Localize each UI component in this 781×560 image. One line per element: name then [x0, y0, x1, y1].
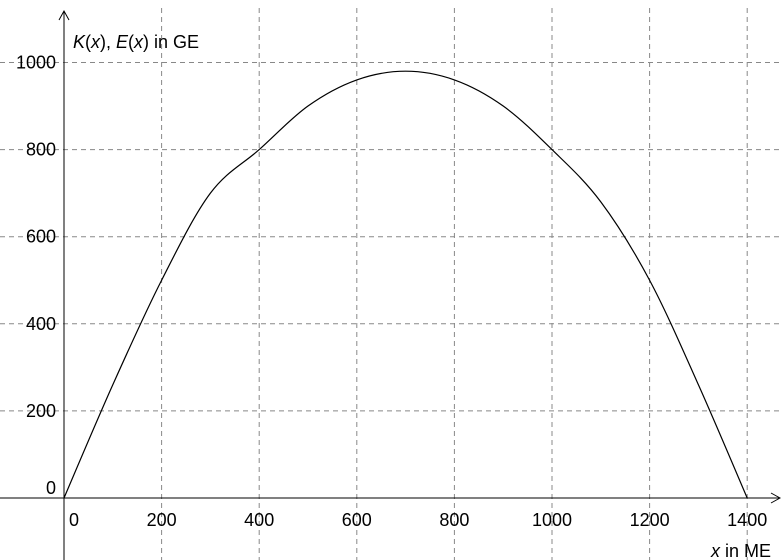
- x-axis-title: x in ME: [710, 541, 771, 560]
- series-line: [63, 70, 748, 499]
- y-tick-label: 0: [46, 478, 56, 498]
- y-tick-label: 800: [26, 140, 56, 160]
- y-tick-label: 600: [26, 227, 56, 247]
- y-tick-label: 1000: [16, 53, 56, 73]
- axis-title-part: x: [710, 541, 721, 560]
- axis-title-part: ) in GE: [143, 32, 199, 52]
- axis-title-part: K: [73, 32, 86, 52]
- curve-layer: [63, 70, 748, 499]
- x-tick-label: 400: [244, 510, 274, 530]
- axis-title-part: x: [133, 32, 144, 52]
- axis-title-part: ),: [100, 32, 116, 52]
- y-axis-title: K(x), E(x) in GE: [73, 32, 199, 52]
- x-tick-label: 1200: [630, 510, 670, 530]
- x-tick-label: 200: [147, 510, 177, 530]
- x-tick-label: 1400: [727, 510, 767, 530]
- axis-title-part: (: [85, 32, 91, 52]
- x-tick-label: 0: [69, 510, 79, 530]
- axis-title-part: E: [116, 32, 129, 52]
- x-tick-label: 600: [342, 510, 372, 530]
- y-axis-arrow: [58, 9, 70, 21]
- y-tick-label: 200: [26, 401, 56, 421]
- tick-labels: 0 200 400 600 800 1000 1200 1400 0 200 400 600 800 10…: [16, 53, 767, 531]
- axes: [0, 9, 781, 560]
- axis-title-part: x: [90, 32, 101, 52]
- axis-title-part: (: [128, 32, 134, 52]
- x-tick-label: 800: [439, 510, 469, 530]
- axis-title-part: in ME: [720, 541, 771, 560]
- x-axis-arrow: [770, 492, 781, 504]
- x-tick-label: 1000: [532, 510, 572, 530]
- y-tick-label: 400: [26, 314, 56, 334]
- grid: [0, 8, 781, 560]
